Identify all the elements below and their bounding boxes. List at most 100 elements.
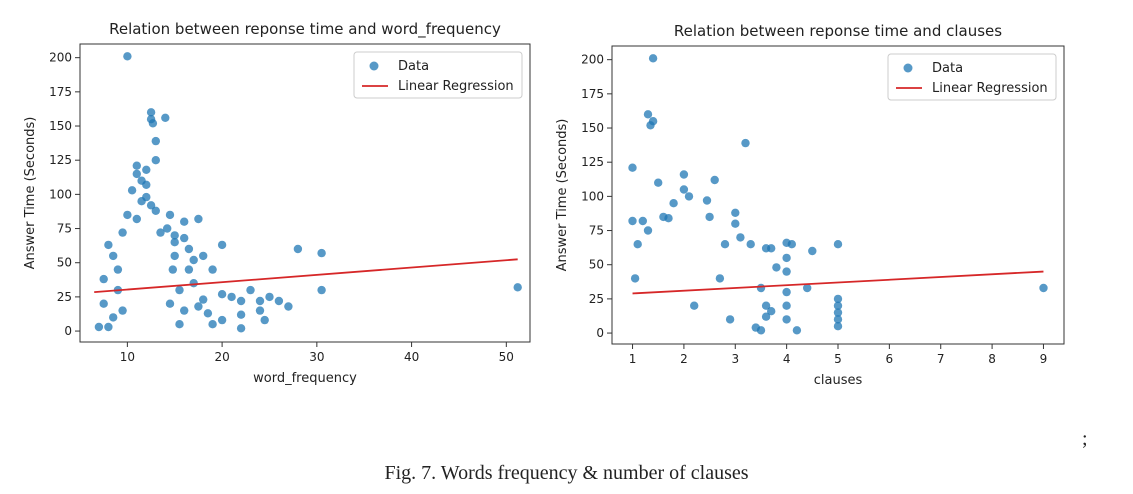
y-tick-label: 175: [49, 85, 72, 99]
data-point: [725, 315, 735, 324]
x-tick-label: 2: [680, 352, 688, 366]
data-point: [151, 136, 160, 146]
data-point: [99, 274, 108, 284]
data-point: [643, 226, 653, 235]
data-point: [705, 212, 714, 222]
data-point: [317, 285, 326, 295]
legend-entry-data: Data: [398, 59, 429, 74]
trailing-semicolon: ;: [1082, 428, 1088, 450]
data-point: [175, 320, 184, 329]
y-tick-label: 150: [49, 119, 72, 133]
data-point: [833, 322, 843, 331]
data-point: [180, 217, 189, 226]
legend-entry-regression: Linear Regression: [398, 79, 514, 94]
data-point: [227, 292, 236, 302]
x-tick-label: 50: [499, 350, 514, 364]
chart-title: Relation between reponse time and word_f…: [109, 20, 501, 39]
data-point: [180, 233, 189, 243]
data-point: [236, 310, 246, 319]
legend-box: [887, 53, 1057, 101]
data-point: [203, 309, 213, 318]
data-point: [833, 294, 843, 304]
data-points: [94, 52, 522, 333]
data-point: [142, 180, 151, 189]
data-point: [151, 156, 160, 165]
data-point: [142, 192, 151, 202]
data-point: [165, 210, 175, 220]
x-axis-label: clauses: [814, 373, 863, 388]
data-point: [643, 110, 653, 119]
data-point: [104, 322, 113, 332]
data-point: [199, 251, 208, 261]
data-point: [741, 138, 750, 148]
data-point: [180, 306, 189, 315]
x-tick-label: 4: [783, 352, 791, 366]
data-point: [163, 224, 172, 233]
data-point: [142, 165, 151, 174]
data-point: [782, 287, 791, 297]
data-point: [654, 178, 663, 187]
data-point: [217, 240, 227, 250]
y-tick-label: 200: [49, 51, 72, 65]
data-point: [690, 301, 699, 310]
data-point: [170, 231, 179, 240]
data-point: [767, 307, 776, 316]
data-point: [194, 214, 203, 224]
data-point: [132, 161, 141, 170]
data-point: [792, 326, 802, 335]
x-tick-label: 5: [834, 352, 842, 366]
legend-box: [353, 51, 523, 99]
y-tick-label: 25: [57, 290, 72, 304]
legend-entry-data: Data: [932, 61, 963, 76]
data-point: [236, 324, 246, 333]
data-point: [217, 315, 227, 325]
data-point: [1039, 283, 1048, 293]
data-point: [787, 240, 796, 249]
data-point: [170, 238, 179, 247]
data-point: [189, 279, 198, 288]
data-point: [633, 240, 642, 249]
data-point: [132, 214, 141, 224]
y-tick-label: 0: [596, 326, 604, 340]
data-point: [123, 52, 132, 61]
data-point: [782, 267, 791, 276]
regression-line: [632, 270, 1044, 295]
data-point: [118, 228, 127, 237]
data-point: [265, 292, 274, 302]
x-tick-label: 20: [214, 350, 229, 364]
data-point: [715, 274, 725, 283]
y-axis-label: Answer Time (Seconds): [23, 117, 38, 270]
y-tick-label: 100: [581, 189, 604, 203]
data-point: [630, 274, 640, 283]
data-point: [628, 163, 637, 172]
data-point: [638, 216, 647, 226]
data-points: [628, 54, 1048, 335]
data-point: [165, 299, 175, 308]
chart-1: 10 20 30 40 50 0 25 50 75 100 125 150 175 200 Relation…: [23, 20, 531, 386]
data-point: [208, 320, 217, 329]
data-point: [199, 295, 208, 304]
data-point: [274, 296, 284, 306]
data-point: [782, 253, 791, 263]
y-tick-label: 75: [589, 224, 604, 238]
data-point: [217, 290, 227, 299]
data-point: [151, 206, 160, 215]
legend-entry-regression: Linear Regression: [932, 81, 1048, 96]
data-point: [184, 265, 194, 274]
figure: 10 20 30 40 500255075100125150175200Relation…: [23, 20, 1065, 388]
data-point: [127, 186, 137, 195]
y-tick-label: 175: [581, 87, 604, 101]
y-tick-label: 200: [581, 53, 604, 67]
data-point: [628, 216, 637, 226]
data-point: [113, 265, 123, 274]
data-point: [746, 240, 755, 249]
data-point: [170, 251, 179, 261]
data-point: [731, 208, 740, 217]
x-axis-label: word_frequency: [253, 371, 357, 386]
data-point: [664, 214, 673, 223]
data-point: [513, 283, 522, 292]
legend: Data Linear Regression: [887, 53, 1057, 101]
x-tick-label: 8: [988, 352, 996, 366]
legend: Data Linear Regression: [353, 51, 523, 99]
x-tick-label: 3: [731, 352, 739, 366]
